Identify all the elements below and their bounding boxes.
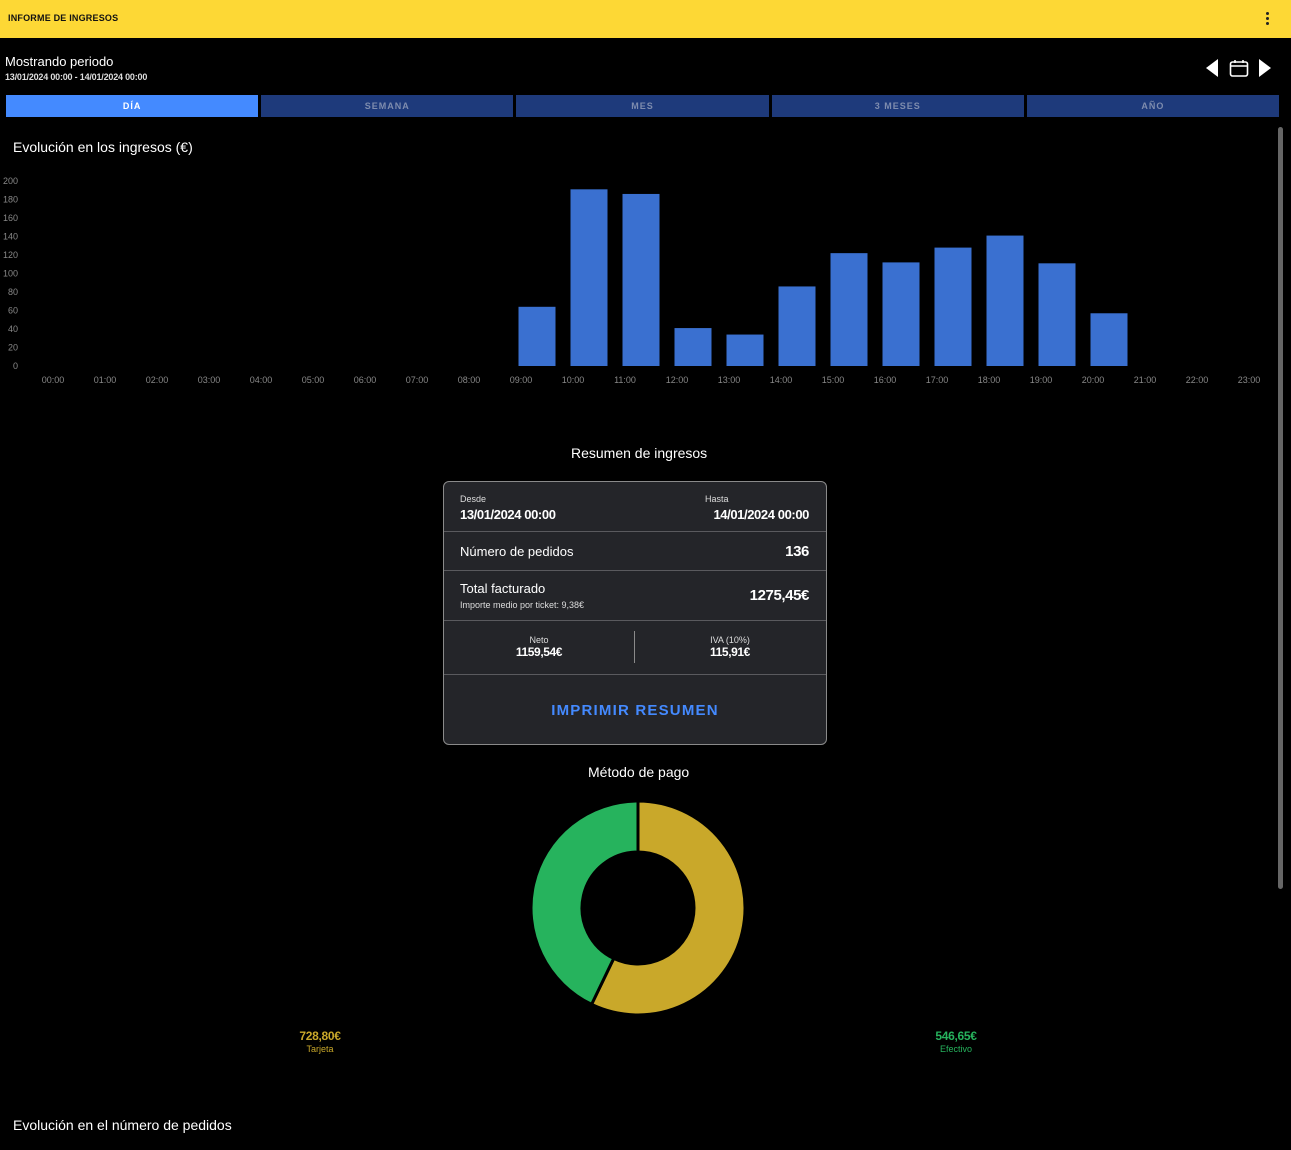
from-label: Desde: [460, 494, 487, 504]
next-period-icon[interactable]: [1258, 58, 1272, 78]
revenue-bar[interactable]: [882, 262, 920, 366]
y-tick-label: 60: [8, 306, 18, 316]
total-value: 1275,45€: [749, 587, 810, 604]
x-tick-label: 15:00: [822, 375, 845, 385]
cash-amount: 546,65€: [935, 1029, 977, 1043]
x-tick-label: 01:00: [94, 375, 117, 385]
tab-ano[interactable]: AÑO: [1026, 95, 1280, 117]
revenue-bar-chart: 0 20 40 60 80 100 120 140 160 180 200 00:00 01:00 02:…: [3, 176, 1261, 385]
tab-semana[interactable]: SEMANA: [261, 95, 514, 117]
total-label: Total facturado: [460, 581, 546, 596]
x-tick-label: 13:00: [718, 375, 741, 385]
tab-mes[interactable]: MES: [516, 95, 769, 117]
y-tick-label: 0: [13, 361, 18, 371]
x-tick-label: 07:00: [406, 375, 429, 385]
print-summary-button[interactable]: IMPRIMIR RESUMEN: [551, 701, 719, 719]
y-tick-label: 20: [8, 343, 18, 353]
y-tick-label: 140: [3, 232, 18, 242]
card-amount: 728,80€: [299, 1029, 341, 1043]
payment-method-title: Método de pago: [588, 764, 690, 780]
payment-donut-chart: [529, 799, 747, 1017]
summary-card: Desde 13/01/2024 00:00 Hasta 14/01/2024 …: [443, 481, 827, 745]
x-tick-label: 18:00: [978, 375, 1001, 385]
scrollbar[interactable]: [1278, 127, 1283, 889]
y-tick-label: 120: [3, 250, 18, 260]
revenue-bar[interactable]: [778, 286, 816, 366]
page-title: INFORME DE INGRESOS: [8, 13, 119, 23]
period-label: Mostrando periodo: [5, 54, 114, 69]
card-label: Tarjeta: [306, 1044, 334, 1054]
revenue-bar[interactable]: [1090, 313, 1128, 366]
y-tick-label: 180: [3, 195, 18, 205]
period-row: Desde 13/01/2024 00:00 Hasta 14/01/2024 …: [444, 482, 826, 532]
revenue-chart-title: Evolución en los ingresos (€): [13, 139, 193, 155]
avg-ticket: Importe medio por ticket: 9,38€: [460, 600, 585, 610]
orders-chart-title: Evolución en el número de pedidos: [13, 1117, 232, 1133]
orders-label: Número de pedidos: [460, 544, 574, 559]
revenue-bar[interactable]: [726, 334, 764, 366]
x-tick-label: 14:00: [770, 375, 793, 385]
summary-title: Resumen de ingresos: [571, 445, 708, 461]
x-tick-label: 11:00: [614, 375, 636, 385]
x-tick-label: 05:00: [302, 375, 325, 385]
revenue-bar[interactable]: [934, 247, 972, 366]
x-tick-label: 06:00: [354, 375, 377, 385]
x-tick-label: 17:00: [926, 375, 949, 385]
net-value: 1159,54€: [515, 645, 563, 659]
calendar-icon[interactable]: [1229, 59, 1249, 77]
y-tick-label: 160: [3, 213, 18, 223]
card-segment[interactable]: [589, 799, 747, 1017]
x-tick-label: 08:00: [458, 375, 481, 385]
x-tick-label: 09:00: [510, 375, 533, 385]
vat-label: IVA (10%): [710, 635, 750, 645]
x-tick-label: 21:00: [1134, 375, 1157, 385]
x-tick-label: 10:00: [562, 375, 585, 385]
to-value: 14/01/2024 00:00: [713, 507, 809, 522]
x-tick-label: 22:00: [1186, 375, 1209, 385]
revenue-bar[interactable]: [986, 235, 1024, 366]
y-tick-label: 100: [3, 269, 18, 279]
previous-period-icon[interactable]: [1205, 58, 1219, 78]
period-range: 13/01/2024 00:00 - 14/01/2024 00:00: [5, 72, 148, 82]
more-options-icon[interactable]: [1258, 10, 1278, 28]
tab-dia[interactable]: DÍA: [6, 95, 259, 117]
tab-3-meses[interactable]: 3 MESES: [771, 95, 1024, 117]
y-tick-label: 40: [8, 324, 18, 334]
x-tick-label: 23:00: [1238, 375, 1261, 385]
revenue-bar[interactable]: [830, 253, 868, 366]
x-tick-label: 03:00: [198, 375, 221, 385]
orders-row: Número de pedidos 136: [444, 532, 826, 571]
from-value: 13/01/2024 00:00: [460, 507, 556, 522]
y-tick-label: 80: [8, 287, 18, 297]
x-tick-label: 02:00: [146, 375, 169, 385]
tax-row: Neto 1159,54€ IVA (10%) 115,91€: [444, 621, 826, 675]
period-tabs: DÍA SEMANA MES 3 MESES AÑO: [6, 95, 1280, 117]
total-row: Total facturado Importe medio por ticket…: [444, 571, 826, 621]
cash-label: Efectivo: [939, 1044, 972, 1054]
x-tick-label: 12:00: [666, 375, 689, 385]
x-tick-label: 16:00: [874, 375, 897, 385]
x-tick-label: 04:00: [250, 375, 273, 385]
revenue-bar[interactable]: [674, 328, 712, 366]
net-label: Neto: [529, 635, 549, 645]
tax-divider: [634, 631, 635, 663]
x-tick-label: 20:00: [1082, 375, 1105, 385]
revenue-bar[interactable]: [622, 193, 660, 366]
revenue-bar[interactable]: [570, 189, 608, 366]
app-header: INFORME DE INGRESOS: [0, 0, 1291, 38]
cash-segment[interactable]: [529, 799, 640, 1007]
to-label: Hasta: [705, 494, 729, 504]
revenue-bar[interactable]: [1038, 263, 1076, 366]
orders-value: 136: [785, 543, 809, 560]
y-tick-label: 200: [3, 176, 18, 186]
revenue-bar[interactable]: [518, 306, 556, 366]
x-tick-label: 19:00: [1030, 375, 1053, 385]
x-tick-label: 00:00: [42, 375, 65, 385]
vat-value: 115,91€: [710, 645, 750, 659]
